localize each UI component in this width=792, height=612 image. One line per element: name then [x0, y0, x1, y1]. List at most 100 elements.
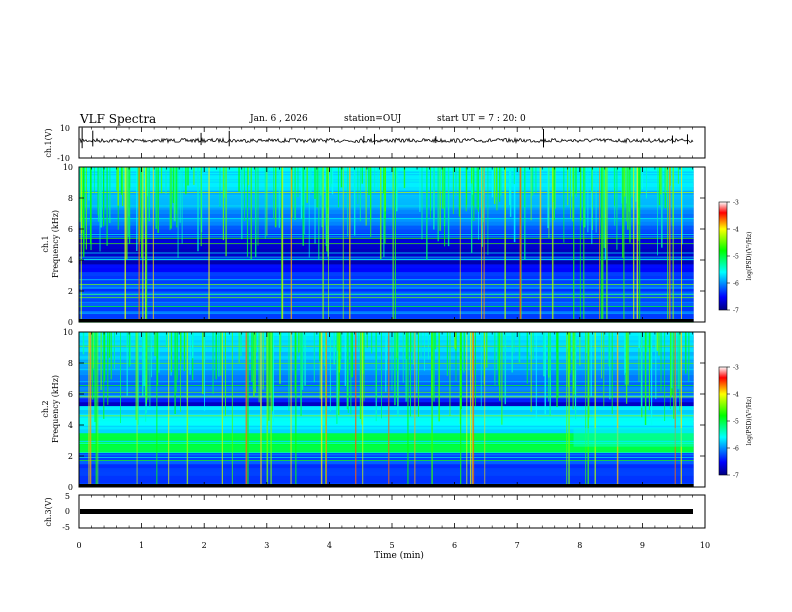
spectrogram-sferic	[170, 332, 173, 373]
spectrogram-impulse	[674, 332, 676, 487]
ch1-ytick-bottom: -10	[57, 154, 70, 163]
spectrogram-row	[79, 467, 694, 472]
spectrogram-impulse	[681, 167, 683, 322]
spectrogram-sferic	[530, 332, 532, 412]
spectrogram-sferic	[440, 167, 441, 191]
spectrogram-sferic	[660, 332, 662, 392]
spectrogram-sferic	[480, 332, 482, 409]
spectrogram-sferic	[294, 167, 296, 220]
spectrogram-sferic	[100, 332, 102, 390]
spectrogram-sferic	[89, 167, 92, 244]
spectrogram-sferic	[120, 167, 123, 195]
spectrogram-impulse	[290, 167, 293, 322]
spectrogram-row	[79, 314, 694, 319]
colorbar-tick-label: -7	[733, 473, 739, 480]
spectrogram-impulse	[459, 167, 461, 322]
spectrogram-sferic	[327, 167, 329, 214]
spectrogram-row	[79, 401, 694, 407]
spectrogram-sferic	[463, 332, 465, 373]
spectrogram-sferic	[673, 332, 675, 419]
spectrogram-tail	[693, 167, 705, 322]
spectrogram-sferic	[624, 332, 625, 375]
spectrogram-sferic	[336, 332, 338, 424]
spectrogram-sferic	[109, 167, 111, 224]
spectrogram-sferic	[135, 332, 137, 420]
spectrogram-sferic	[454, 332, 456, 349]
spectrogram-impulse	[551, 167, 554, 322]
spectrogram-row	[79, 252, 694, 257]
spectrogram-sferic	[531, 167, 534, 196]
spectrogram-sferic	[572, 332, 574, 410]
spectrogram-impulse	[680, 332, 682, 487]
spectrogram-row	[79, 463, 694, 469]
spectrogram-impulse	[466, 332, 468, 487]
spectrogram-row	[79, 275, 694, 280]
spectrogram-impulse	[407, 332, 409, 487]
y-tick-label: 10	[63, 163, 73, 172]
spectrogram-tone	[79, 456, 694, 458]
spectrogram-sferic	[338, 332, 340, 373]
spectrogram-row	[79, 167, 694, 172]
spectrogram-tone	[79, 238, 694, 239]
spectrogram-sferic	[535, 332, 537, 421]
spectrogram-sferic	[645, 167, 647, 199]
spectrogram-impulse	[579, 167, 581, 322]
spectrogram-impulse	[483, 167, 485, 322]
spectrogram-sferic	[590, 332, 592, 397]
ch1-colorbar-ticks: -3 -4 -5 -6 -7	[727, 200, 739, 315]
spectrogram-sferic	[421, 167, 423, 240]
spectrogram-sferic	[405, 332, 407, 402]
spectrogram-impulse	[585, 332, 587, 487]
x-tick-label: 0	[76, 541, 81, 550]
spectrogram-tail	[693, 332, 705, 487]
spectrogram-sferic	[126, 167, 128, 260]
spectrogram-sferic	[371, 332, 373, 354]
spectrogram-sferic	[638, 332, 640, 382]
spectrogram-sferic	[200, 167, 202, 247]
spectrogram-sferic	[478, 167, 479, 212]
spectrogram-sferic	[94, 332, 96, 423]
spectrogram-sferic	[513, 332, 515, 354]
spectrogram-sferic	[447, 167, 450, 247]
spectrogram-tone	[79, 396, 694, 398]
ch2-spectrogram-image	[79, 332, 705, 488]
x-tick-label: 3	[264, 541, 269, 550]
spectrogram-sferic	[383, 167, 385, 194]
spectrogram-sferic	[679, 332, 681, 412]
spectrogram-sferic	[308, 167, 310, 258]
spectrogram-row	[79, 248, 694, 253]
spectrogram-sferic	[278, 167, 280, 228]
spectrogram-sferic	[100, 167, 103, 228]
spectrogram-impulse	[431, 332, 433, 487]
spectrogram-sferic	[685, 332, 687, 374]
spectrogram-impulse	[672, 167, 674, 322]
spectrogram-impulse	[469, 332, 472, 487]
spectrogram-sferic	[394, 332, 396, 406]
spectrogram-sferic	[549, 332, 551, 416]
spectrogram-sferic	[154, 332, 156, 357]
x-tick-label: 10	[700, 541, 710, 550]
spectrogram-sferic	[571, 167, 573, 197]
spectrogram-sferic	[180, 332, 182, 362]
spectrogram-sferic	[396, 332, 399, 372]
spectrogram-sferic	[251, 332, 253, 382]
spectrogram-sferic	[314, 167, 316, 199]
y-tick-label: 2	[68, 452, 73, 461]
spectrogram-impulse	[89, 332, 92, 487]
spectrogram-sferic	[106, 167, 108, 246]
spectrogram-sferic	[121, 167, 124, 206]
spectrogram-sferic	[193, 167, 195, 185]
spectrogram-row	[79, 436, 694, 441]
spectrogram-sferic	[568, 167, 570, 187]
spectrogram-tone	[79, 297, 694, 299]
spectrogram-sferic	[430, 167, 431, 219]
ch1-trace-line	[79, 137, 694, 144]
colorbar-tick-label: -4	[733, 227, 739, 234]
spectrogram-impulse	[136, 332, 138, 487]
spectrogram-row	[79, 417, 694, 422]
spectrogram-sferic	[426, 167, 428, 260]
spectrogram-sferic	[475, 332, 476, 407]
spectrogram-sferic	[433, 167, 435, 230]
spectrogram-sferic	[160, 167, 163, 194]
spectrogram-row	[79, 174, 694, 180]
